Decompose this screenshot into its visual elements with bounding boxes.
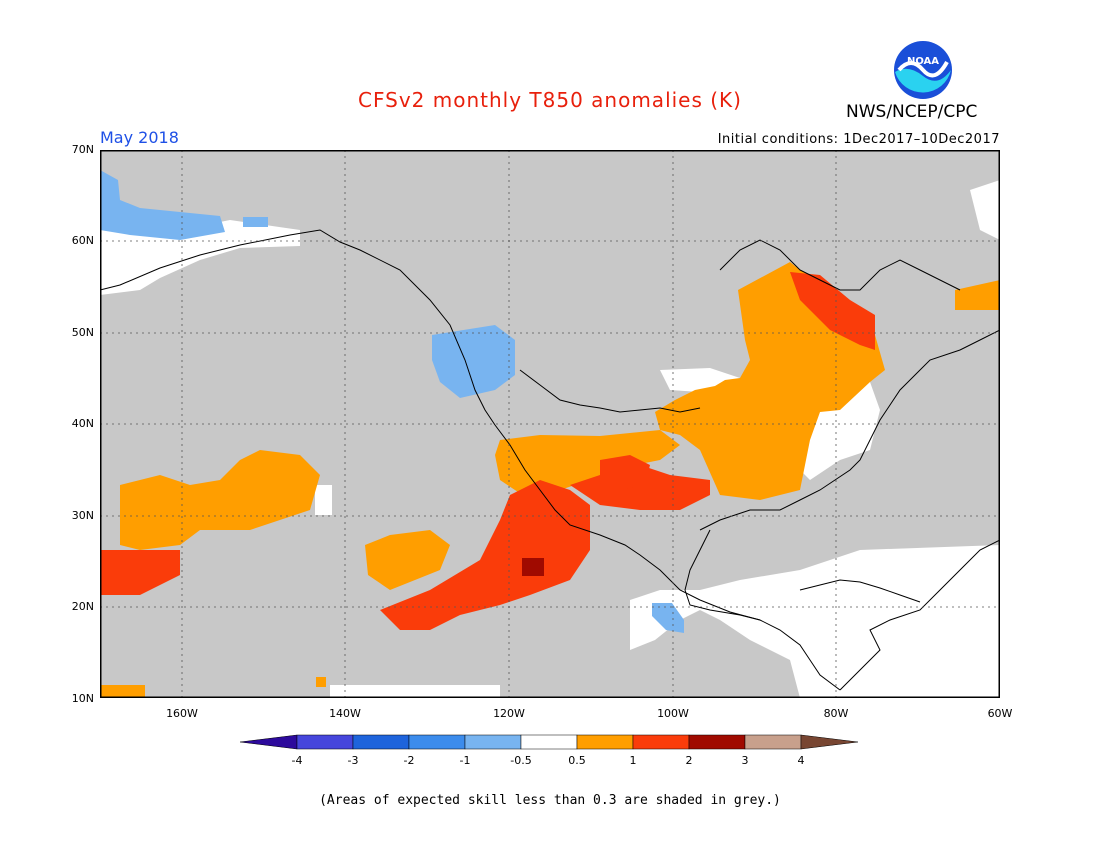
colorbar-label: 0.5 — [568, 754, 586, 767]
skill-footnote: (Areas of expected skill less than 0.3 a… — [319, 793, 781, 808]
colorbar-swatch — [688, 734, 746, 750]
lat-label-10n: 10N — [71, 692, 94, 705]
colorbar-arrow-high — [800, 734, 859, 750]
lat-label-60n: 60N — [71, 234, 94, 247]
warm-subtropical-pacific — [120, 450, 320, 550]
colorbar-label: 1 — [629, 754, 637, 767]
warm-tropics-dot — [316, 677, 326, 687]
warm-texas — [600, 455, 650, 490]
colorbar-swatch — [352, 734, 410, 750]
neutral-tropics — [330, 685, 500, 698]
noaa-logo-bird — [897, 61, 949, 78]
cool-pacific-northwest — [432, 325, 515, 398]
gulf-atlantic-coast — [699, 329, 1000, 531]
anomaly-map — [100, 150, 1000, 698]
colorbar-swatch — [296, 734, 354, 750]
lon-label-160w: 160W — [166, 707, 198, 720]
cool-bering — [100, 170, 225, 240]
colorbar-swatch — [744, 734, 802, 750]
neutral-alaska-sea — [100, 220, 300, 295]
coastlines — [100, 229, 1000, 691]
lon-label-120w: 120W — [493, 707, 525, 720]
hudson-bay — [719, 239, 961, 291]
gulf-of-mexico-west — [684, 529, 761, 621]
lat-label-20n: 20N — [71, 600, 94, 613]
cool-bering-patch — [243, 217, 268, 227]
colorbar — [240, 734, 859, 750]
colorbar-label: 4 — [797, 754, 805, 767]
lon-label-140w: 140W — [329, 707, 361, 720]
warm-tropics-patch — [100, 685, 145, 698]
cool-mexico-patch — [652, 603, 684, 633]
colorbar-label: -0.5 — [510, 754, 532, 767]
agency-label: NWS/NCEP/CPC — [846, 102, 978, 122]
colorbar-arrow-low — [240, 734, 298, 750]
lon-label-100w: 100W — [657, 707, 689, 720]
lon-label-80w: 80W — [823, 707, 849, 720]
warm-newfoundland — [955, 280, 1000, 310]
cool-anomalies — [100, 170, 684, 633]
colorbar-swatch — [632, 734, 690, 750]
lon-label-60w: 60W — [987, 707, 1013, 720]
noaa-logo-text: NOAA — [907, 56, 939, 67]
colorbar-label: -1 — [459, 754, 471, 767]
colorbar-swatch — [464, 734, 522, 750]
lat-label-70n: 70N — [71, 143, 94, 156]
colorbar-swatch — [576, 734, 634, 750]
central-america-coast — [839, 539, 1000, 691]
us-canada-border — [519, 369, 701, 413]
map-frame — [100, 150, 1000, 698]
warm-dark-patch — [522, 558, 544, 576]
initial-conditions: Initial conditions: 1Dec2017–10Dec2017 — [717, 132, 1000, 147]
noaa-logo-wave — [895, 68, 951, 93]
lat-label-40n: 40N — [71, 417, 94, 430]
warm-baja-tropics — [380, 480, 590, 630]
forecast-month: May 2018 — [100, 128, 179, 147]
colorbar-label: -3 — [347, 754, 359, 767]
colorbar-label: -4 — [291, 754, 303, 767]
noaa-logo: NOAA — [894, 41, 952, 99]
warm-hawaii-west — [100, 550, 180, 595]
neutral-pacific-patch — [315, 485, 332, 515]
map-title: CFSv2 monthly T850 anomalies (K) — [358, 88, 742, 112]
colorbar-swatches — [240, 734, 859, 750]
warm-red-anomalies — [100, 272, 875, 630]
neutral-labrador — [970, 180, 1000, 240]
colorbar-label: -2 — [403, 754, 415, 767]
colorbar-label: 3 — [741, 754, 749, 767]
colorbar-swatch — [520, 734, 578, 750]
lat-label-50n: 50N — [71, 326, 94, 339]
colorbar-swatch — [408, 734, 466, 750]
lat-label-30n: 30N — [71, 509, 94, 522]
colorbar-label: 2 — [685, 754, 693, 767]
warm-offshore-baja — [365, 530, 450, 590]
warm-hudson — [790, 272, 875, 350]
graticule — [100, 150, 1000, 698]
neutral-caribbean — [630, 545, 1000, 698]
cuba-outline — [799, 579, 921, 603]
